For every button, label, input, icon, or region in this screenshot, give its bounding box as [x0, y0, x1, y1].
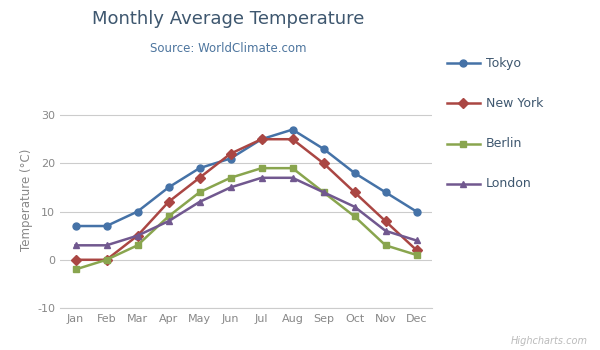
New York [134, 233, 141, 238]
Text: Source: WorldClimate.com: Source: WorldClimate.com [150, 42, 306, 55]
Tokyo [72, 224, 79, 228]
London [258, 176, 265, 180]
Tokyo [227, 156, 234, 161]
Berlin [382, 243, 389, 247]
London [320, 190, 327, 194]
Berlin [227, 176, 234, 180]
London [227, 186, 234, 190]
Berlin [289, 166, 296, 170]
Text: Tokyo: Tokyo [486, 56, 521, 70]
London [165, 219, 172, 223]
Tokyo [258, 137, 265, 141]
New York [196, 176, 203, 180]
New York [258, 137, 265, 141]
New York [413, 248, 420, 252]
Tokyo [351, 171, 358, 175]
London [351, 205, 358, 209]
Line: Tokyo: Tokyo [72, 126, 420, 230]
New York [165, 200, 172, 204]
Tokyo [103, 224, 110, 228]
New York [103, 258, 110, 262]
New York [320, 161, 327, 166]
Berlin [196, 190, 203, 194]
Berlin [165, 214, 172, 218]
Berlin [413, 253, 420, 257]
Berlin [320, 190, 327, 194]
Y-axis label: Temperature (°C): Temperature (°C) [20, 148, 33, 251]
London [72, 243, 79, 247]
New York [382, 219, 389, 223]
Tokyo [289, 127, 296, 132]
London [382, 229, 389, 233]
Text: London: London [486, 177, 532, 190]
Berlin [351, 214, 358, 218]
Text: Highcharts.com: Highcharts.com [511, 336, 588, 346]
Line: London: London [72, 174, 420, 249]
Line: Berlin: Berlin [72, 165, 420, 273]
Berlin [134, 243, 141, 247]
London [196, 200, 203, 204]
Tokyo [382, 190, 389, 194]
Tokyo [320, 147, 327, 151]
New York [227, 152, 234, 156]
New York [72, 258, 79, 262]
London [103, 243, 110, 247]
Tokyo [196, 166, 203, 170]
Text: Monthly Average Temperature: Monthly Average Temperature [92, 10, 364, 28]
Berlin [103, 258, 110, 262]
London [134, 233, 141, 238]
London [413, 238, 420, 243]
New York [289, 137, 296, 141]
Tokyo [165, 186, 172, 190]
Text: New York: New York [486, 97, 544, 110]
Line: New York: New York [72, 136, 420, 263]
Berlin [72, 267, 79, 272]
Berlin [258, 166, 265, 170]
Text: Berlin: Berlin [486, 137, 523, 150]
London [289, 176, 296, 180]
New York [351, 190, 358, 194]
Tokyo [134, 209, 141, 214]
Tokyo [413, 209, 420, 214]
